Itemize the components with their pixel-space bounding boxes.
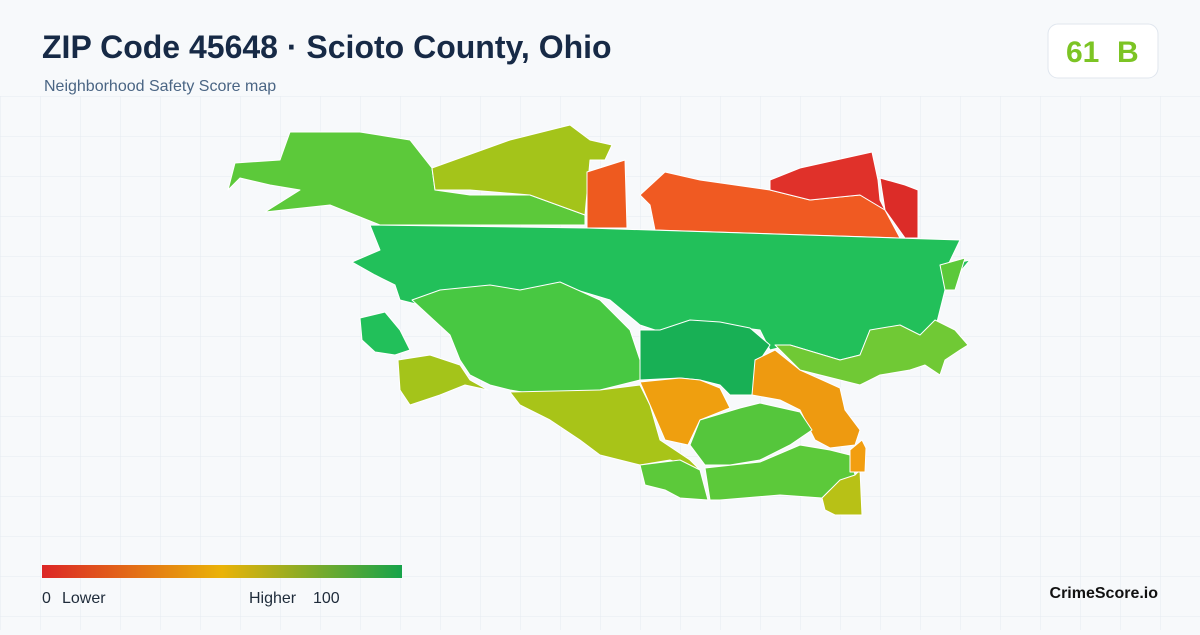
legend-max: 100 bbox=[313, 590, 340, 607]
region bbox=[879, 177, 919, 239]
region bbox=[774, 319, 969, 386]
badge-box bbox=[1047, 23, 1159, 79]
region bbox=[397, 354, 489, 406]
grade: B bbox=[1117, 36, 1139, 69]
region bbox=[689, 402, 813, 466]
legend: 0 Lower Higher 100 bbox=[42, 565, 402, 607]
brand: CrimeScore.io bbox=[1050, 585, 1159, 602]
region bbox=[431, 124, 613, 216]
legend-gradient bbox=[42, 565, 402, 578]
region bbox=[821, 469, 863, 516]
map bbox=[227, 124, 971, 516]
subtitle: Neighborhood Safety Score map bbox=[44, 78, 276, 95]
region bbox=[849, 439, 867, 473]
region bbox=[639, 459, 709, 501]
score-badge: 61 B bbox=[1047, 23, 1159, 79]
legend-max-label: Higher bbox=[249, 590, 297, 607]
title: ZIP Code 45648 · Scioto County, Ohio bbox=[42, 29, 612, 65]
region bbox=[586, 159, 628, 229]
region bbox=[359, 311, 411, 356]
region bbox=[769, 151, 886, 211]
score: 61 bbox=[1066, 36, 1099, 69]
region bbox=[639, 377, 731, 446]
region bbox=[939, 257, 966, 291]
legend-min: 0 bbox=[42, 590, 51, 607]
legend-min-label: Lower bbox=[62, 590, 106, 607]
